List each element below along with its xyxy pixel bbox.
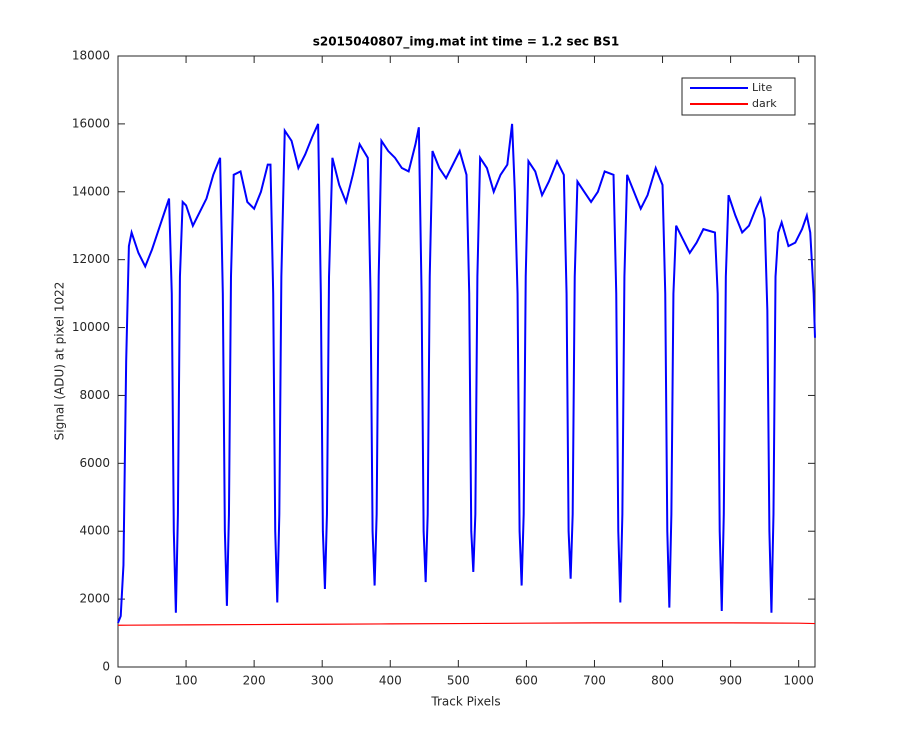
x-tick-label: 200: [243, 674, 266, 688]
y-tick-label: 8000: [79, 388, 110, 402]
y-tick-label: 6000: [79, 456, 110, 470]
x-tick-label: 500: [447, 674, 470, 688]
x-tick-label: 1000: [783, 674, 814, 688]
plot-area: [117, 55, 816, 668]
y-tick-label: 0: [102, 660, 110, 674]
y-tick-label: 16000: [72, 116, 110, 130]
series-line: [117, 622, 816, 626]
y-tick-label: 18000: [72, 49, 110, 63]
x-tick-label: 800: [651, 674, 674, 688]
x-tick-label: 400: [379, 674, 402, 688]
x-axis-label: Track Pixels: [430, 695, 500, 709]
legend-box: [681, 77, 796, 116]
legend: Lite dark: [681, 77, 796, 116]
legend-label: Lite: [752, 81, 772, 94]
y-tick-label: 14000: [72, 184, 110, 198]
y-tick-label: 10000: [72, 320, 110, 334]
x-tick-label: 0: [114, 674, 122, 688]
y-tick-label: 4000: [79, 524, 110, 538]
x-tick-label: 300: [311, 674, 334, 688]
y-tick-label: 12000: [72, 252, 110, 266]
chart-title: s2015040807_img.mat int time = 1.2 sec B…: [313, 35, 620, 50]
series-line: [117, 123, 816, 624]
x-tick-label: 100: [175, 674, 198, 688]
legend-label: dark: [752, 97, 777, 110]
x-tick-label: 900: [719, 674, 742, 688]
x-tick-label: 600: [515, 674, 538, 688]
x-tick-label: 700: [583, 674, 606, 688]
y-axis-label: Signal (ADU) at pixel 1022: [53, 282, 67, 441]
y-tick-label: 2000: [79, 592, 110, 606]
